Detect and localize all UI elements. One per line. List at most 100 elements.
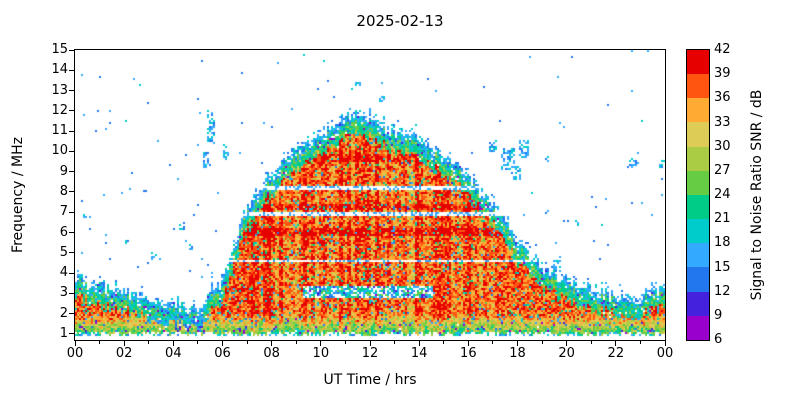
colorbar-band xyxy=(687,74,709,99)
x-tick-label: 00 xyxy=(66,346,84,361)
y-tick-label: 11 xyxy=(51,123,68,139)
y-tick-label: 3 xyxy=(59,285,68,301)
y-tick-label: 9 xyxy=(59,163,68,179)
colorbar-tick-label: 24 xyxy=(714,187,731,202)
x-tick-label: 00 xyxy=(656,346,674,361)
y-tick-label: 14 xyxy=(51,62,68,78)
y-tick-mark xyxy=(69,313,74,315)
y-tick-mark xyxy=(69,191,74,193)
colorbar-tick-label: 30 xyxy=(714,138,731,154)
colorbar-tick-label: 18 xyxy=(714,235,731,251)
y-tick-label: 2 xyxy=(59,305,68,321)
colorbar-tick-label: 27 xyxy=(714,162,731,178)
x-tick-mark xyxy=(123,341,125,346)
x-tick-label: 16 xyxy=(460,346,477,361)
colorbar-band xyxy=(687,98,709,123)
colorbar-band xyxy=(687,194,709,220)
x-tick-label: 04 xyxy=(165,346,182,361)
x-tick-mark xyxy=(197,341,199,344)
y-tick-mark xyxy=(69,333,74,335)
colorbar-tick-label: 21 xyxy=(714,211,731,227)
y-tick-mark xyxy=(69,110,74,112)
colorbar-band xyxy=(687,50,709,75)
y-tick-mark xyxy=(69,49,74,51)
y-tick-mark xyxy=(69,252,74,254)
colorbar-band xyxy=(687,243,709,268)
x-tick-mark xyxy=(517,341,518,346)
x-tick-label: 02 xyxy=(115,346,133,361)
x-tick-mark xyxy=(295,341,297,344)
colorbar xyxy=(686,49,710,341)
y-axis-label: Frequency / MHz xyxy=(10,137,26,253)
x-tick-label: 10 xyxy=(312,346,330,361)
x-tick-mark xyxy=(246,341,248,344)
x-tick-mark xyxy=(148,341,150,344)
y-tick-mark xyxy=(69,232,74,234)
x-tick-mark xyxy=(492,341,494,344)
colorbar-tick-label: 12 xyxy=(714,283,731,299)
x-tick-mark xyxy=(222,341,223,346)
x-tick-mark xyxy=(369,341,371,346)
x-tick-mark xyxy=(566,341,568,346)
x-tick-label: 22 xyxy=(607,346,625,361)
colorbar-band xyxy=(687,267,709,292)
chart-title: 2025-02-13 xyxy=(356,12,444,30)
colorbar-tick-label: 15 xyxy=(714,259,731,275)
x-tick-mark xyxy=(541,341,543,344)
x-tick-mark xyxy=(344,341,346,344)
x-axis-label: UT Time / hrs xyxy=(323,372,417,388)
colorbar-tick-label: 6 xyxy=(714,332,723,347)
x-tick-mark xyxy=(443,341,445,344)
colorbar-tick-label: 9 xyxy=(714,307,723,323)
x-tick-mark xyxy=(172,341,174,346)
x-tick-mark xyxy=(74,341,76,346)
x-tick-mark xyxy=(99,341,101,344)
x-tick-label: 14 xyxy=(410,346,428,361)
colorbar-band xyxy=(687,219,709,244)
colorbar-tick-label: 33 xyxy=(714,114,731,130)
colorbar-tick-label: 39 xyxy=(714,66,731,82)
colorbar-band xyxy=(687,315,709,340)
x-tick-mark xyxy=(590,341,592,344)
x-tick-mark xyxy=(639,341,641,344)
x-tick-mark xyxy=(664,341,666,346)
y-tick-mark xyxy=(69,90,74,92)
x-tick-mark xyxy=(418,341,420,346)
x-tick-label: 20 xyxy=(558,346,575,361)
y-tick-label: 7 xyxy=(59,204,68,220)
x-tick-label: 18 xyxy=(509,346,526,361)
x-tick-label: 08 xyxy=(263,346,280,361)
y-tick-mark xyxy=(69,211,74,213)
y-tick-mark xyxy=(69,130,74,132)
x-tick-mark xyxy=(467,341,469,346)
colorbar-band xyxy=(687,170,709,195)
x-tick-label: 06 xyxy=(214,346,231,361)
y-tick-label: 15 xyxy=(51,42,68,57)
y-tick-mark xyxy=(69,69,74,71)
colorbar-tick-label: 42 xyxy=(714,42,731,57)
colorbar-tick-label: 36 xyxy=(714,90,731,106)
colorbar-label: Signal to Noise Ratio SNR / dB xyxy=(749,89,765,301)
y-tick-label: 10 xyxy=(51,143,68,159)
heatmap-canvas xyxy=(75,50,665,340)
plot-area xyxy=(74,49,666,341)
colorbar-band xyxy=(687,146,709,171)
y-tick-label: 1 xyxy=(59,325,68,341)
x-tick-mark xyxy=(320,341,322,346)
y-tick-label: 4 xyxy=(59,265,68,281)
y-tick-mark xyxy=(69,150,74,152)
y-tick-label: 8 xyxy=(59,183,68,199)
y-tick-label: 13 xyxy=(51,82,68,98)
y-tick-label: 12 xyxy=(51,102,68,118)
y-tick-label: 5 xyxy=(59,244,68,260)
x-tick-mark xyxy=(394,341,396,344)
x-tick-mark xyxy=(615,341,617,346)
y-tick-mark xyxy=(69,272,74,274)
x-tick-label: 12 xyxy=(361,346,379,361)
x-tick-mark xyxy=(271,341,273,346)
y-tick-label: 6 xyxy=(59,224,68,240)
colorbar-band xyxy=(687,291,709,316)
y-tick-mark xyxy=(69,292,74,294)
y-tick-mark xyxy=(69,171,74,173)
